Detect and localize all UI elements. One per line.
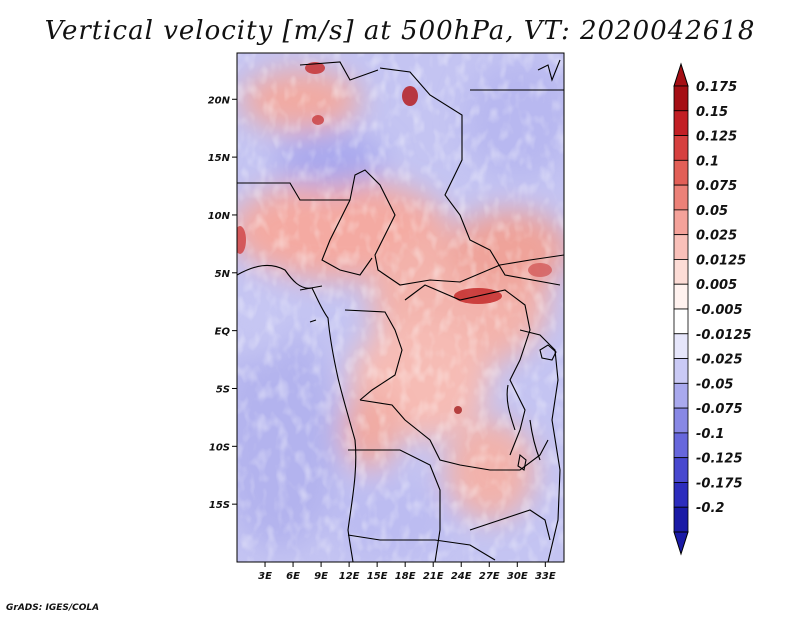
x-tick-label: 12E	[339, 571, 360, 582]
y-tick-label: 20N	[208, 95, 231, 106]
colorbar-label: -0.175	[696, 476, 743, 491]
colorbar-bottom-arrow	[673, 531, 689, 556]
x-tick-label: 30E	[507, 571, 528, 582]
colorbar-swatch	[673, 283, 689, 310]
y-tick-label: 5S	[216, 384, 230, 395]
x-tick-label: 6E	[286, 571, 300, 582]
colorbar-swatch	[673, 482, 689, 508]
x-tick-label: 27E	[479, 571, 500, 582]
colorbar-label: 0.05	[696, 204, 728, 219]
x-tick-label: 18E	[395, 571, 416, 582]
x-tick-label: 24E	[451, 571, 472, 582]
x-tick-label: 15E	[367, 571, 388, 582]
colorbar-swatch	[673, 333, 689, 359]
plot-area	[237, 53, 564, 562]
colorbar: 0.175 0.15 0.125 0.1 0.075 0.05 0.025 0.0125 0.0…	[673, 62, 752, 556]
plot-frame	[236, 52, 565, 563]
colorbar-label: 0.125	[696, 130, 737, 145]
colorbar-top-arrow	[673, 62, 689, 87]
x-axis: 3E 6E 9E 12E 15E 18E 21E 24E 27E 30E 33E	[258, 562, 556, 582]
colorbar-swatch	[673, 159, 689, 186]
chart-title: Vertical velocity [m/s] at 500hPa, VT: 2…	[44, 16, 756, 46]
colorbar-label: 0.005	[696, 278, 737, 293]
coastlines-borders	[237, 59, 564, 562]
colorbar-label: -0.1	[696, 427, 724, 442]
colorbar-label: -0.2	[696, 501, 724, 516]
colorbar-swatch	[673, 432, 689, 459]
colorbar-label: 0.0125	[696, 253, 746, 268]
y-tick-label: 10N	[208, 211, 231, 222]
colorbar-swatch	[673, 184, 689, 211]
colorbar-label: -0.125	[696, 452, 743, 467]
y-tick-label: 15S	[209, 500, 230, 511]
y-tick-label: 10S	[209, 442, 230, 453]
y-tick-label: 15N	[208, 153, 231, 164]
colorbar-swatch	[673, 407, 689, 434]
colorbar-swatch	[673, 382, 689, 409]
colorbar-label: 0.025	[696, 229, 737, 244]
colorbar-label: 0.1	[696, 154, 719, 169]
colorbar-swatch	[673, 259, 689, 285]
colorbar-swatch	[673, 457, 689, 483]
x-tick-label: 3E	[258, 571, 272, 582]
colorbar-swatch	[673, 135, 689, 161]
colorbar-swatch	[673, 308, 689, 335]
colorbar-label: -0.075	[696, 402, 743, 417]
colorbar-label: 0.075	[696, 179, 737, 194]
colorbar-swatch	[673, 358, 689, 384]
field-texture	[237, 53, 564, 562]
colorbar-swatch	[673, 85, 689, 112]
x-tick-label: 9E	[314, 571, 328, 582]
colorbar-swatch	[673, 506, 689, 533]
x-tick-label: 21E	[423, 571, 444, 582]
x-tick-label: 33E	[535, 571, 556, 582]
colorbar-label: -0.05	[696, 377, 733, 392]
colorbar-label: -0.005	[696, 303, 743, 318]
colorbar-swatch	[673, 234, 689, 260]
y-tick-label: 5N	[215, 269, 231, 280]
y-axis: 20N 15N 10N 5N EQ 5S 10S 15S	[208, 95, 237, 511]
colorbar-label: 0.175	[696, 80, 737, 95]
credit-label: GrADS: IGES/COLA	[6, 603, 100, 613]
y-tick-label: EQ	[215, 327, 231, 338]
colorbar-swatch	[673, 209, 689, 236]
colorbar-label: -0.0125	[696, 328, 752, 343]
colorbar-label: 0.15	[696, 105, 728, 120]
colorbar-label: -0.025	[696, 353, 743, 368]
colorbar-swatch	[673, 110, 689, 136]
